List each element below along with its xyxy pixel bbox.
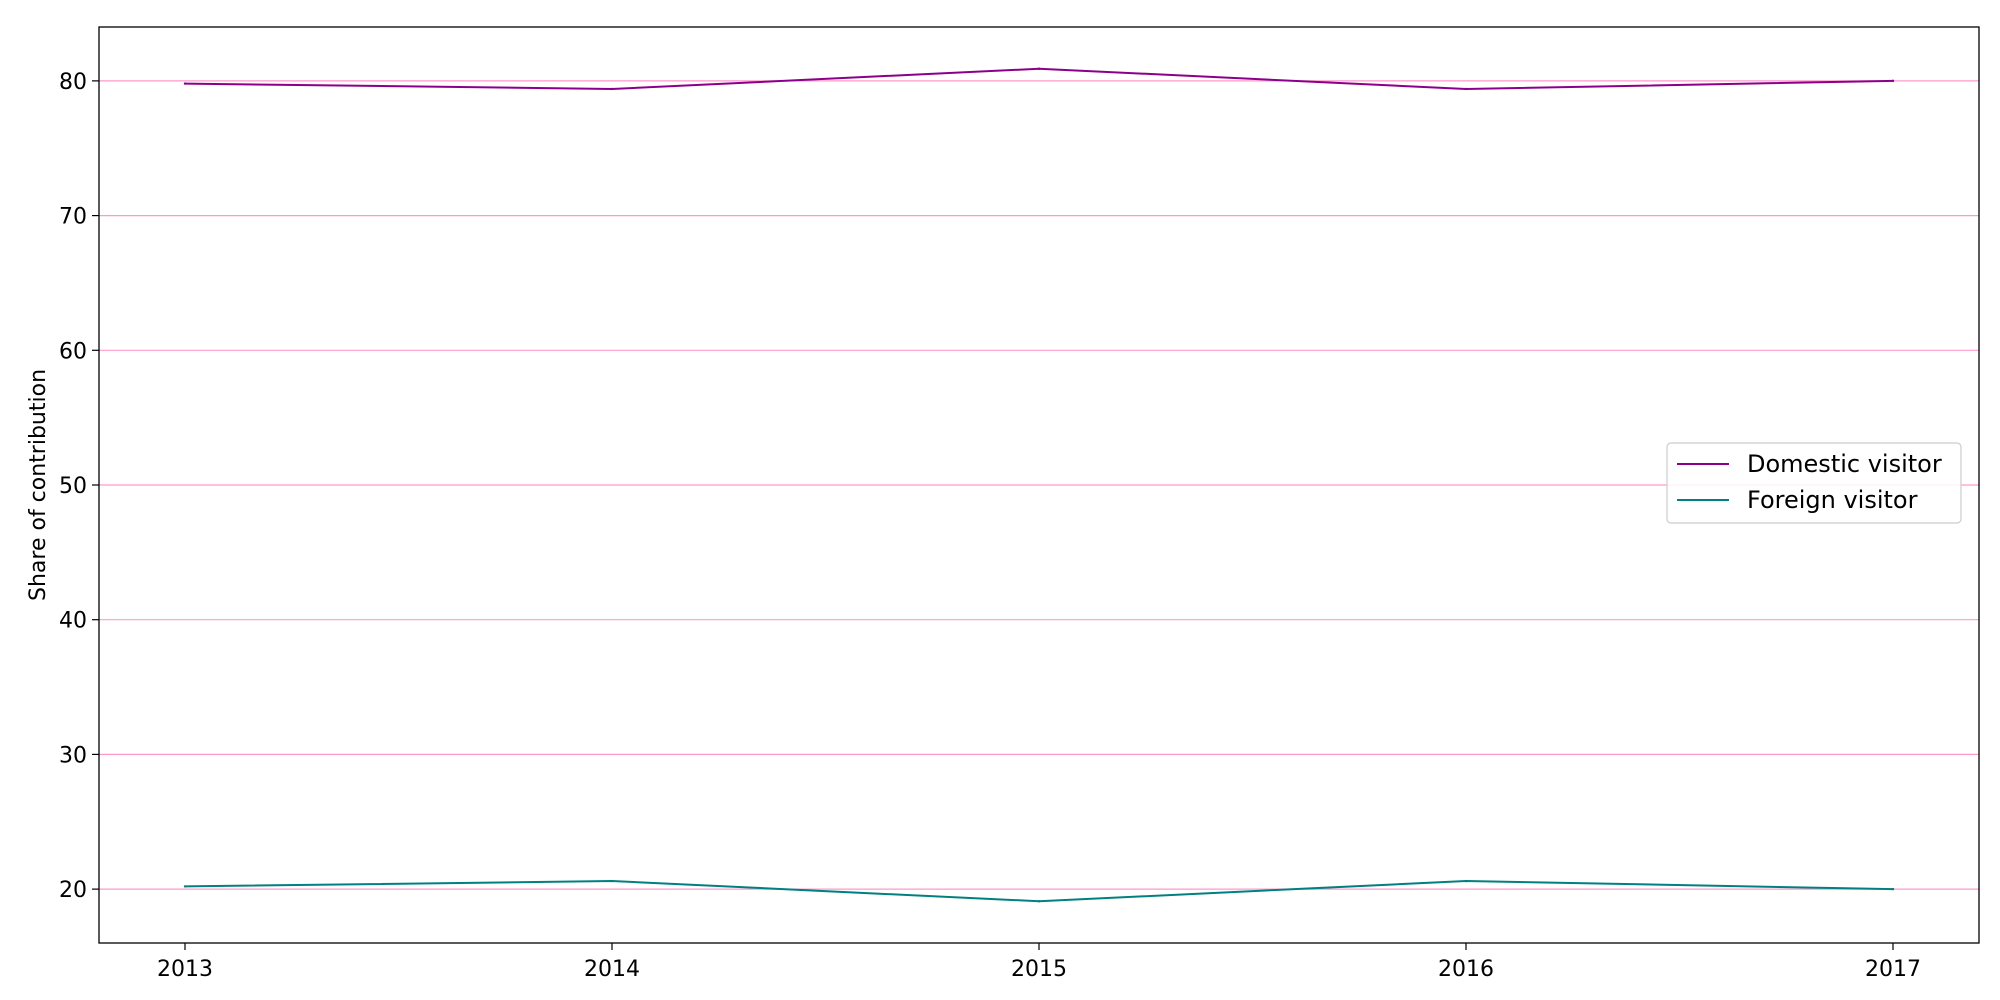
legend: Domestic visitor Foreign visitor bbox=[1666, 442, 1962, 524]
x-tick-label: 2014 bbox=[584, 957, 640, 982]
data-point bbox=[610, 87, 614, 91]
data-point bbox=[1464, 87, 1468, 91]
x-tick-label: 2017 bbox=[1865, 957, 1921, 982]
x-axis: 2013 2014 2015 2016 2017 bbox=[157, 943, 1921, 982]
data-point bbox=[1464, 879, 1468, 883]
series-lines bbox=[183, 67, 1895, 903]
y-tick-label: 40 bbox=[59, 609, 87, 634]
series-line-foreign-visitor bbox=[184, 880, 1894, 903]
y-axis-label: Share of contribution bbox=[26, 369, 51, 601]
legend-label: Domestic visitor bbox=[1747, 450, 1942, 478]
gridlines bbox=[99, 80, 1979, 890]
data-point bbox=[1037, 67, 1041, 70]
x-tick-label: 2016 bbox=[1438, 957, 1494, 982]
data-point bbox=[1891, 79, 1895, 83]
y-tick-label: 60 bbox=[59, 339, 87, 364]
y-tick-label: 30 bbox=[59, 743, 87, 768]
x-tick-label: 2013 bbox=[157, 957, 213, 982]
data-point bbox=[183, 885, 187, 888]
series-line-domestic-visitor bbox=[184, 67, 1894, 90]
legend-label: Foreign visitor bbox=[1747, 486, 1918, 514]
data-point bbox=[1037, 900, 1041, 903]
x-tick-label: 2015 bbox=[1011, 957, 1067, 982]
data-point bbox=[183, 82, 187, 85]
legend-box bbox=[1666, 442, 1962, 524]
y-tick-label: 50 bbox=[59, 474, 87, 499]
y-tick-label: 80 bbox=[59, 70, 87, 95]
data-point bbox=[610, 879, 614, 883]
y-tick-label: 20 bbox=[59, 878, 87, 903]
data-point bbox=[1891, 887, 1895, 891]
y-axis: 20 30 40 50 60 70 80 bbox=[59, 70, 99, 903]
y-tick-label: 70 bbox=[59, 205, 87, 230]
